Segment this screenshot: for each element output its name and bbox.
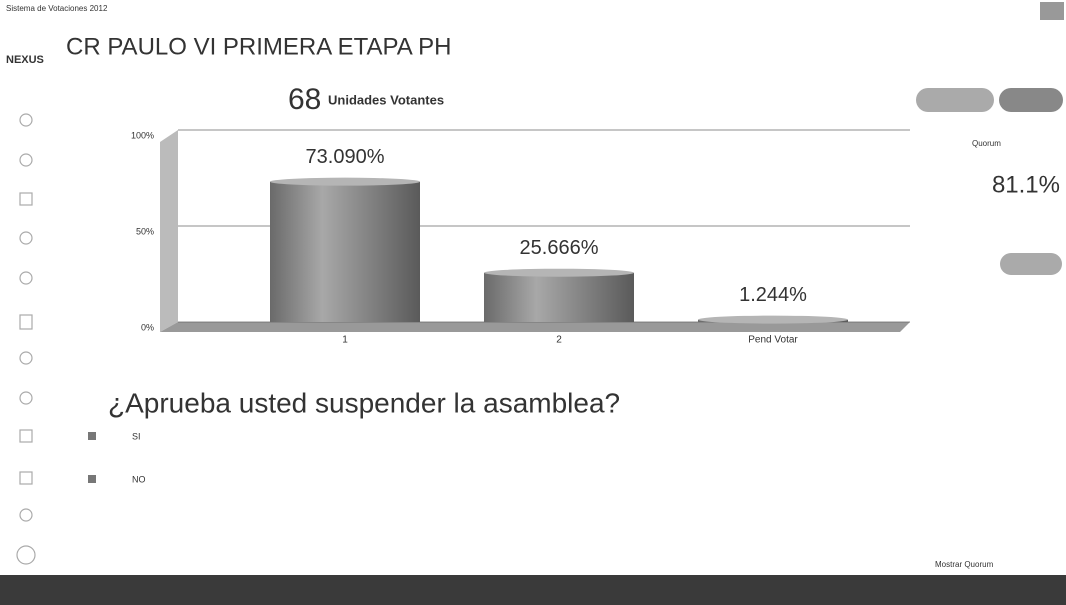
unit-count: 68 — [288, 83, 321, 116]
bar-top — [484, 268, 634, 277]
back-wall-side — [160, 130, 178, 332]
y-tick-label: 100% — [131, 130, 154, 140]
quorum-value: 81.1% — [992, 171, 1060, 198]
unit-label: Unidades Votantes — [328, 92, 444, 107]
option: SI — [132, 431, 141, 441]
x-tick-label: Pend Votar — [748, 335, 798, 346]
value-label: 1.244% — [739, 284, 807, 306]
y-tick-label: 0% — [141, 322, 154, 332]
legend-swatch — [88, 475, 96, 483]
bar — [484, 272, 634, 322]
legend-swatch — [88, 432, 96, 440]
chart: 0% 50% 100% 1 73.090% 2 25.666% Pend Votar 1.244… — [131, 129, 910, 346]
window-title: Sistema de Votaciones 2012 — [6, 4, 108, 13]
value-label: 73.090% — [306, 146, 385, 168]
floor — [160, 322, 910, 332]
x-tick-label: 2 — [556, 335, 562, 346]
question: ¿Aprueba usted suspender la asamblea? — [108, 387, 620, 418]
bar-top — [698, 315, 848, 324]
sidebar-icons — [16, 113, 36, 565]
show-quorum[interactable]: Mostrar Quorum — [935, 560, 994, 569]
bar-top — [270, 177, 420, 186]
y-tick-label: 50% — [136, 226, 154, 236]
button[interactable] — [999, 88, 1063, 112]
taskbar — [0, 575, 1066, 605]
logo: NEXUS — [6, 54, 44, 66]
x-tick-label: 1 — [342, 335, 348, 346]
page-title: CR PAULO VI PRIMERA ETAPA PH — [66, 33, 451, 60]
bar — [270, 181, 420, 322]
value-label: 25.666% — [520, 237, 599, 259]
option: NO — [132, 474, 146, 484]
button[interactable] — [916, 88, 994, 112]
button[interactable] — [1000, 253, 1062, 275]
close-button[interactable] — [1040, 2, 1064, 20]
quorum-label: Quorum — [972, 139, 1001, 148]
